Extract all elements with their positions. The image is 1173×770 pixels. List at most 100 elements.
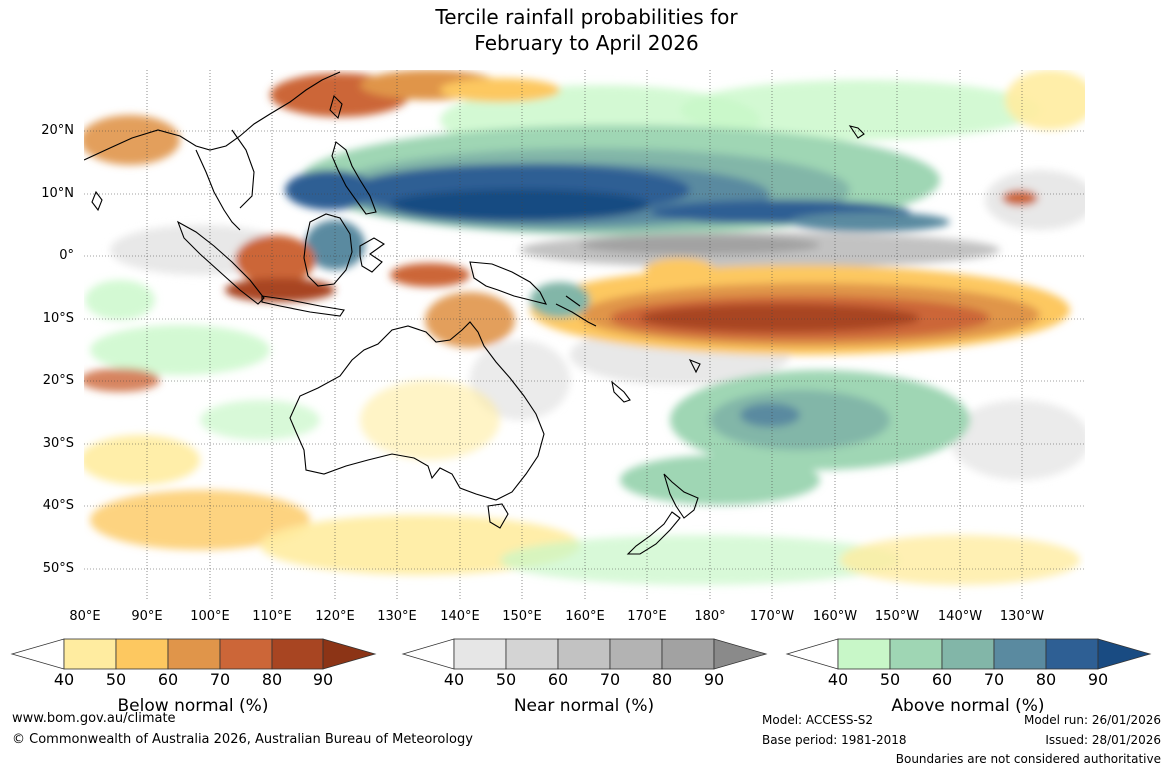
lon-label-170e: 170°E	[627, 609, 667, 624]
java-coastline	[261, 295, 345, 317]
colorbar-near-swatch-3	[557, 638, 611, 670]
hawaii-coastline	[848, 125, 865, 139]
tick-label: 90	[312, 670, 334, 689]
colorbar-near-normal	[401, 638, 768, 670]
title-line-1: Tercile rainfall probabilities for	[435, 5, 738, 29]
solomon-islands-coastline	[555, 295, 597, 327]
model-info: Model: ACCESS-S2	[762, 713, 874, 727]
lon-label-160w: 160°W	[812, 609, 858, 624]
colorbar-below-swatch-0	[10, 638, 65, 670]
colorbar-above-swatch-4	[993, 638, 1047, 670]
colorbar-near-swatch-4	[609, 638, 663, 670]
new-guinea-coastline	[469, 261, 548, 305]
sri-lanka-coastline	[91, 190, 103, 212]
fiji-coastline	[688, 358, 701, 374]
colorbar-below-swatch-4	[219, 638, 273, 670]
lon-label-170w: 170°W	[749, 609, 795, 624]
borneo-coastline	[303, 213, 353, 287]
colorbar-near-title: Near normal (%)	[513, 696, 655, 716]
lon-label-160e: 160°E	[565, 609, 605, 624]
tick-label: 50	[105, 670, 127, 689]
tasmania-coastline	[487, 503, 509, 529]
tick-label: 90	[703, 670, 725, 689]
mainland-asia-coastline	[84, 71, 341, 231]
tick-label: 60	[157, 670, 179, 689]
tick-label: 40	[53, 670, 75, 689]
base-period-info: Base period: 1981-2018	[762, 733, 907, 747]
tick-label: 90	[1087, 670, 1109, 689]
tick-label: 40	[827, 670, 849, 689]
lon-label-150w: 150°W	[874, 609, 920, 624]
colorbar-above-swatch-1	[837, 638, 891, 670]
colorbar-below-swatch-5	[271, 638, 324, 670]
sumatra-coastline	[176, 220, 265, 305]
tick-label: 80	[1035, 670, 1057, 689]
colorbar-below-swatch-6	[322, 638, 377, 670]
lat-label-30s: 30°S	[42, 436, 74, 451]
map-panel	[84, 70, 1085, 600]
philippines-coastline	[331, 141, 377, 215]
lon-label-120e: 120°E	[315, 609, 355, 624]
lat-label-0: 0°	[59, 248, 74, 263]
issued-info: Issued: 28/01/2026	[1045, 733, 1161, 747]
boundaries-disclaimer: Boundaries are not considered authoritat…	[895, 752, 1161, 766]
colorbar-below-title: Below normal (%)	[117, 696, 269, 716]
colorbar-above-swatch-5	[1045, 638, 1099, 670]
colorbar-above-swatch-0	[785, 638, 839, 670]
colorbar-near-swatch-5	[661, 638, 715, 670]
lon-label-150e: 150°E	[502, 609, 542, 624]
australia-coastline	[289, 321, 545, 501]
new-zealand-north-coastline	[663, 473, 699, 519]
tick-label: 80	[261, 670, 283, 689]
lon-label-140w: 140°W	[937, 609, 983, 624]
tick-label: 50	[879, 670, 901, 689]
lon-label-100e: 100°E	[190, 609, 230, 624]
lon-label-130e: 130°E	[377, 609, 417, 624]
lat-label-10s: 10°S	[42, 311, 74, 326]
tick-label: 60	[547, 670, 569, 689]
model-run-info: Model run: 26/01/2026	[1023, 713, 1161, 727]
title-line-2: February to April 2026	[474, 31, 699, 55]
coastlines	[84, 71, 865, 555]
lat-label-50s: 50°S	[42, 561, 74, 576]
lon-label-180: 180°	[694, 609, 726, 624]
colorbar-below-swatch-2	[115, 638, 169, 670]
colorbar-below-swatch-1	[63, 638, 117, 670]
copyright-text: © Commonwealth of Australia 2026, Austra…	[12, 732, 473, 747]
graticule	[84, 70, 1085, 600]
probability-field	[84, 70, 1085, 585]
map-title: Tercile rainfall probabilities for Febru…	[0, 4, 1173, 56]
colorbar-near-swatch-1	[453, 638, 507, 670]
tick-label: 40	[443, 670, 465, 689]
colorbar-above-normal	[785, 638, 1152, 670]
lat-label-20n: 20°N	[41, 123, 74, 138]
lat-label-20s: 20°S	[42, 373, 74, 388]
tick-label: 70	[209, 670, 231, 689]
lon-label-130w: 130°W	[999, 609, 1045, 624]
lon-label-110e: 110°E	[252, 609, 292, 624]
website-link[interactable]: www.bom.gov.au/climate	[12, 711, 176, 726]
taiwan-coastline	[329, 94, 343, 120]
colorbar-near-swatch-2	[505, 638, 559, 670]
new-caledonia-coastline	[611, 380, 631, 403]
tick-label: 80	[651, 670, 673, 689]
sulawesi-coastline	[359, 237, 386, 273]
colorbar-above-swatch-6	[1097, 638, 1152, 670]
new-zealand-south-coastline	[626, 511, 681, 555]
lat-label-10n: 10°N	[41, 186, 74, 201]
tick-label: 60	[931, 670, 953, 689]
tick-label: 70	[599, 670, 621, 689]
colorbar-below-normal	[10, 638, 377, 670]
lon-label-140e: 140°E	[440, 609, 480, 624]
tick-label: 50	[495, 670, 517, 689]
lon-label-80e: 80°E	[69, 609, 101, 624]
lon-label-90e: 90°E	[131, 609, 163, 624]
colorbar-above-swatch-2	[889, 638, 943, 670]
colorbar-near-swatch-0	[401, 638, 455, 670]
colorbar-below-swatch-3	[167, 638, 221, 670]
tick-label: 70	[983, 670, 1005, 689]
lat-label-40s: 40°S	[42, 498, 74, 513]
colorbars	[10, 638, 1152, 670]
colorbar-above-swatch-3	[941, 638, 995, 670]
